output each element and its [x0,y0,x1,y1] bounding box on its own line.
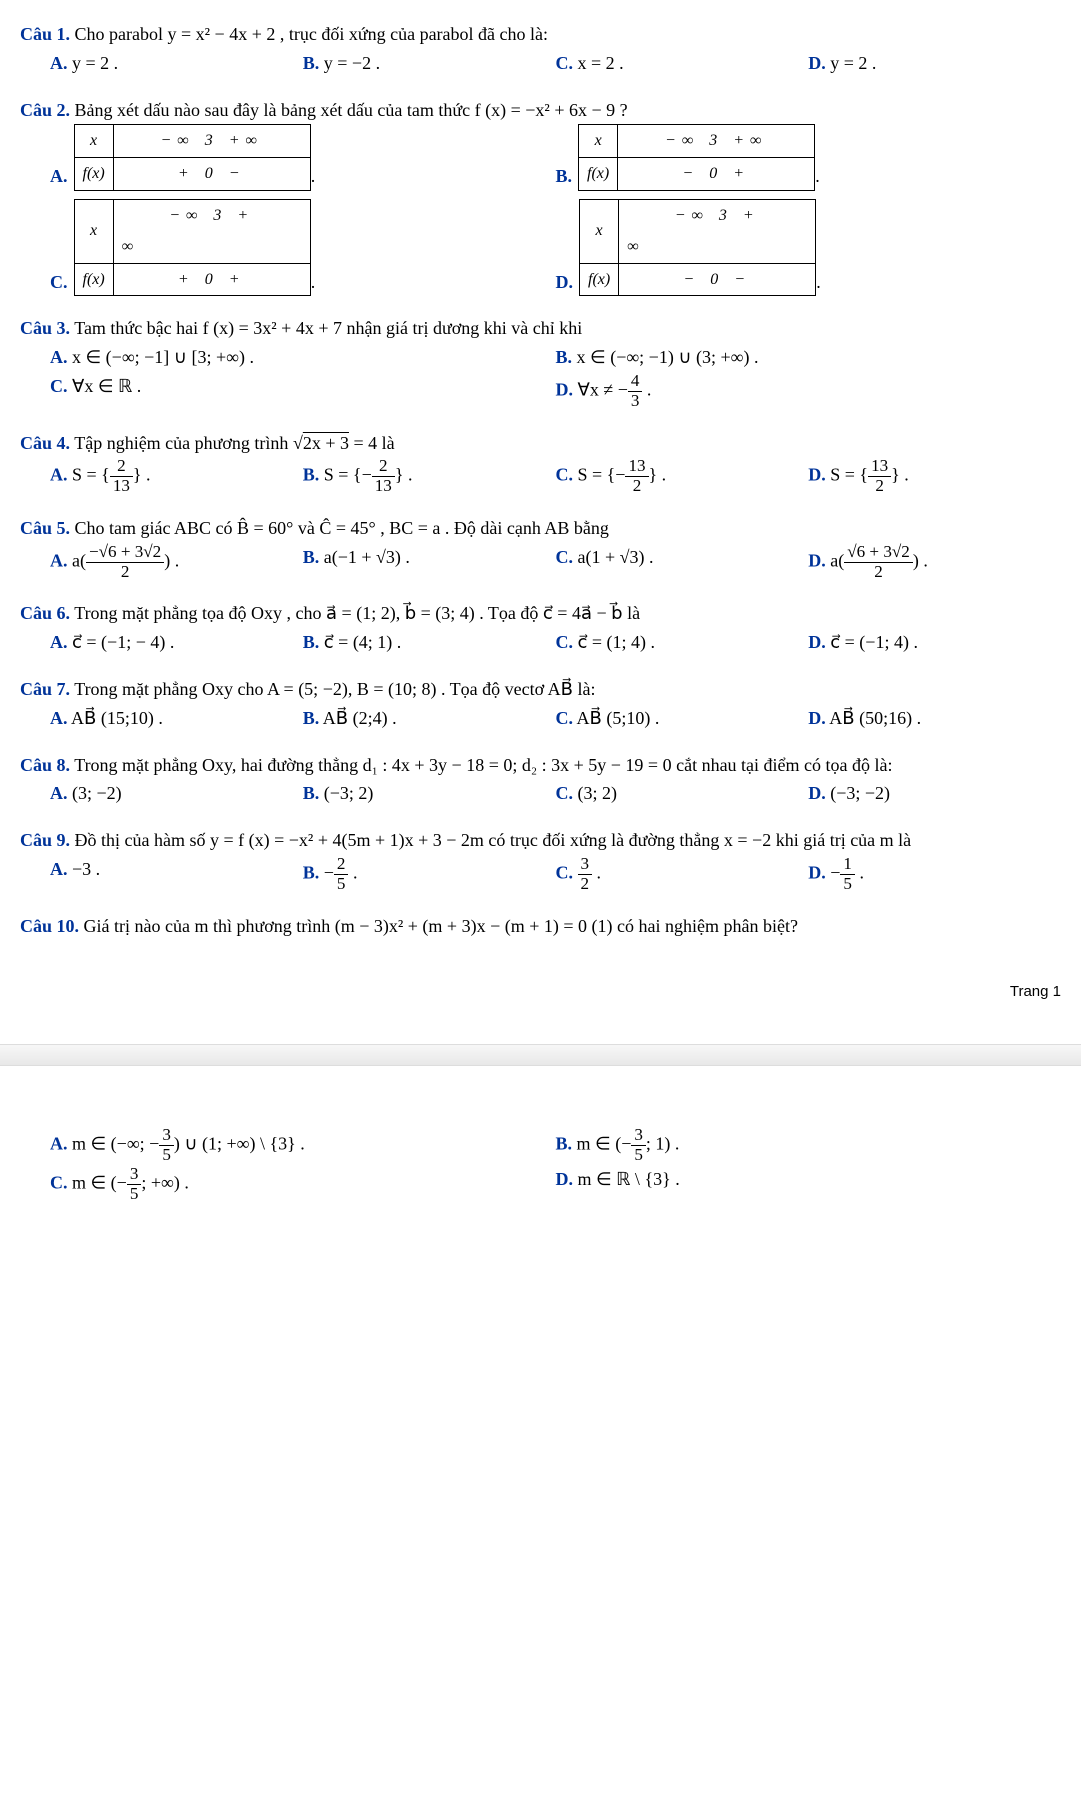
q4-opt-d: D. S = {132} . [808,457,1061,496]
q4-text: Tập nghiệm của phương trình √2x + 3 = 4 … [74,433,394,453]
q5-label: Câu 5. [20,518,70,538]
q8-opt-a: A. (3; −2) [50,779,303,808]
q7-text: Trong mặt phẳng Oxy cho A = (5; −2), B =… [74,679,595,699]
q6-opt-c: C. c⃗ = (1; 4) . [556,628,809,657]
q7-opt-a: A. AB⃗ (15;10) . [50,704,303,733]
q3-opt-a: A. x ∈ (−∞; −1] ∪ [3; +∞) . [50,343,556,372]
question-9: Câu 9. Đồ thị của hàm số y = f (x) = −x²… [20,826,1061,893]
q10-opt-a: A. m ∈ (−∞; −35) ∪ (1; +∞) \ {3} . [50,1126,556,1165]
question-8: Câu 8. Trong mặt phẳng Oxy, hai đường th… [20,751,1061,809]
q1-opt-b: B. y = −2 . [303,49,556,78]
q1-opt-c: C. x = 2 . [556,49,809,78]
q6-opt-b: B. c⃗ = (4; 1) . [303,628,556,657]
q2-table-c: x−∞ 3 + ∞ f(x)+ 0 + [74,199,311,297]
q7-opt-d: D. AB⃗ (50;16) . [808,704,1061,733]
question-5: Câu 5. Cho tam giác ABC có B̂ = 60° và Ĉ… [20,514,1061,581]
q3-opt-c: C. ∀x ∈ ℝ . [50,372,556,411]
q7-label: Câu 7. [20,679,70,699]
q4-label: Câu 4. [20,433,70,453]
q5-opt-c: C. a(1 + √3) . [556,543,809,582]
q10-opt-c: C. m ∈ (−35; +∞) . [50,1165,556,1204]
q1-opt-d: D. y = 2 . [808,49,1061,78]
q6-opt-a: A. c⃗ = (−1; − 4) . [50,628,303,657]
q9-label: Câu 9. [20,830,70,850]
question-2: Câu 2. Bảng xét dấu nào sau đây là bảng … [20,96,1061,297]
q5-opt-a: A. a(−√6 + 3√22) . [50,543,303,582]
q2-row-ab: A. x−∞ 3 +∞ f(x)+ 0 − . B. x−∞ 3 +∞ f(x)… [50,124,1061,190]
q10-options: A. m ∈ (−∞; −35) ∪ (1; +∞) \ {3} . B. m … [50,1126,1061,1203]
q6-label: Câu 6. [20,603,70,623]
q3-label: Câu 3. [20,318,70,338]
page-number: Trang 1 [20,980,1061,1004]
q2-opt-b: B. x−∞ 3 +∞ f(x)− 0 + . [556,124,1062,190]
q2-row-cd: C. x−∞ 3 + ∞ f(x)+ 0 + . D. x−∞ 3 + ∞ f(… [50,199,1061,297]
question-3: Câu 3. Tam thức bậc hai f (x) = 3x² + 4x… [20,314,1061,410]
question-4: Câu 4. Tập nghiệm của phương trình √2x +… [20,429,1061,496]
page-separator [0,1044,1081,1066]
question-1: Câu 1. Cho parabol y = x² − 4x + 2 , trụ… [20,20,1061,78]
q1-opt-a: A. y = 2 . [50,49,303,78]
q8-opt-c: C. (3; 2) [556,779,809,808]
q1-label: Câu 1. [20,24,70,44]
q5-opt-b: B. a(−1 + √3) . [303,543,556,582]
q2-table-b: x−∞ 3 +∞ f(x)− 0 + [578,124,815,190]
q2-opt-c: C. x−∞ 3 + ∞ f(x)+ 0 + . [50,199,556,297]
q3-opt-b: B. x ∈ (−∞; −1) ∪ (3; +∞) . [556,343,1062,372]
q2-table-d: x−∞ 3 + ∞ f(x)− 0 − [579,199,816,297]
q10-opt-b: B. m ∈ (−35; 1) . [556,1126,1062,1165]
q7-opt-b: B. AB⃗ (2;4) . [303,704,556,733]
q9-opt-b: B. −25 . [303,855,556,894]
q2-label: Câu 2. [20,100,70,120]
q4-opt-b: B. S = {−213} . [303,457,556,496]
q3-opt-d: D. ∀x ≠ −43 . [556,372,1062,411]
q1-text: Cho parabol y = x² − 4x + 2 , trục đối x… [75,24,549,44]
q10-label: Câu 10. [20,916,79,936]
q8-opt-b: B. (−3; 2) [303,779,556,808]
q9-opt-a: A. −3 . [50,855,303,894]
q6-text: Trong mặt phẳng tọa độ Oxy , cho a⃗ = (1… [74,603,640,623]
q9-opt-c: C. 32 . [556,855,809,894]
question-10: Câu 10. Giá trị nào của m thì phương trì… [20,912,1061,941]
q7-opt-c: C. AB⃗ (5;10) . [556,704,809,733]
q5-opt-d: D. a(√6 + 3√22) . [808,543,1061,582]
q8-opt-d: D. (−3; −2) [808,779,1061,808]
q4-opt-a: A. S = {213} . [50,457,303,496]
q3-text: Tam thức bậc hai f (x) = 3x² + 4x + 7 nh… [74,318,582,338]
q5-text: Cho tam giác ABC có B̂ = 60° và Ĉ = 45° … [75,518,609,538]
q9-opt-d: D. −15 . [808,855,1061,894]
q2-opt-a: A. x−∞ 3 +∞ f(x)+ 0 − . [50,124,556,190]
q10-opt-d: D. m ∈ ℝ \ {3} . [556,1165,1062,1204]
q2-opt-d: D. x−∞ 3 + ∞ f(x)− 0 − . [556,199,1062,297]
q6-opt-d: D. c⃗ = (−1; 4) . [808,628,1061,657]
q4-opt-c: C. S = {−132} . [556,457,809,496]
q8-text: Trong mặt phẳng Oxy, hai đường thẳng d₁ … [74,755,892,775]
q8-label: Câu 8. [20,755,70,775]
question-6: Câu 6. Trong mặt phẳng tọa độ Oxy , cho … [20,599,1061,657]
q1-options: A. y = 2 . B. y = −2 . C. x = 2 . D. y =… [50,49,1061,78]
question-7: Câu 7. Trong mặt phẳng Oxy cho A = (5; −… [20,675,1061,733]
q2-table-a: x−∞ 3 +∞ f(x)+ 0 − [74,124,311,190]
q2-text: Bảng xét dấu nào sau đây là bảng xét dấu… [75,100,628,120]
q9-text: Đồ thị của hàm số y = f (x) = −x² + 4(5m… [75,830,912,850]
q10-text: Giá trị nào của m thì phương trình (m − … [84,916,798,936]
